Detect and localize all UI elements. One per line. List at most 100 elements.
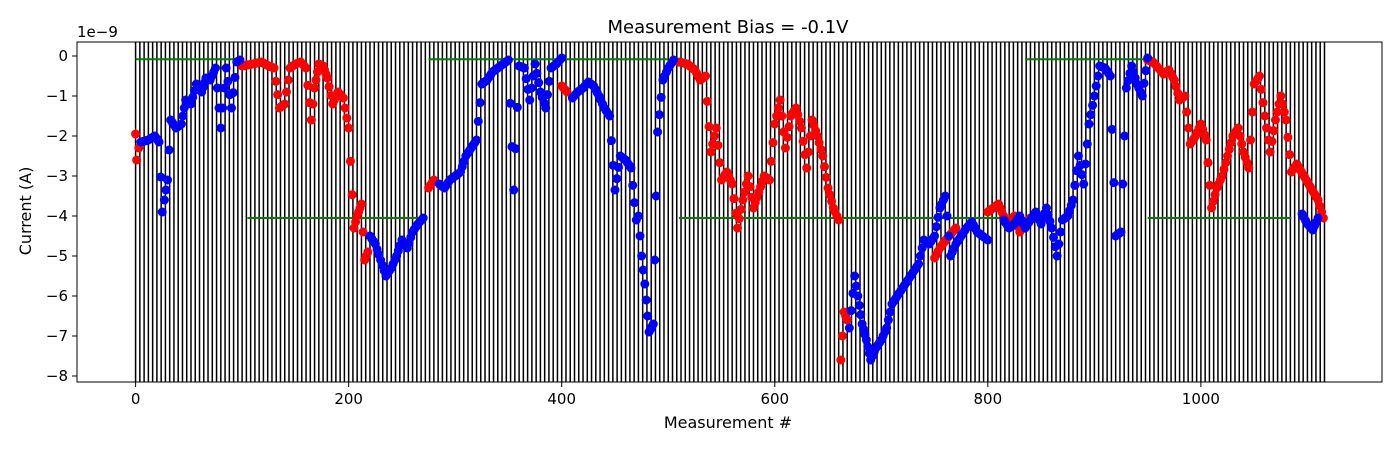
- data-point: [637, 251, 647, 261]
- data-point: [1272, 107, 1282, 117]
- data-point: [641, 295, 651, 305]
- data-point: [1256, 84, 1266, 94]
- data-point: [273, 90, 283, 100]
- data-point: [525, 95, 535, 105]
- data-point: [221, 63, 231, 73]
- data-point: [1093, 71, 1103, 81]
- data-point: [853, 291, 863, 301]
- data-point: [541, 103, 551, 113]
- data-point: [743, 171, 753, 181]
- data-point: [834, 215, 844, 225]
- data-point: [519, 63, 529, 73]
- data-point: [931, 222, 941, 232]
- data-point: [842, 315, 852, 325]
- data-point: [701, 71, 711, 81]
- data-point: [271, 76, 281, 86]
- data-point: [802, 163, 812, 173]
- data-point: [1143, 53, 1153, 63]
- data-point: [562, 87, 572, 97]
- data-point: [930, 231, 940, 241]
- data-point: [1285, 150, 1295, 160]
- data-point: [605, 111, 615, 121]
- data-point: [738, 195, 748, 205]
- data-point: [308, 99, 318, 109]
- data-point: [509, 185, 519, 195]
- data-point: [340, 103, 350, 113]
- data-point: [1070, 180, 1080, 190]
- data-point: [610, 185, 620, 195]
- data-point: [729, 194, 739, 204]
- data-point: [1088, 100, 1098, 110]
- data-point: [630, 198, 640, 208]
- data-point: [1244, 163, 1254, 173]
- data-point: [846, 306, 856, 316]
- data-point: [768, 138, 778, 148]
- data-point: [944, 231, 954, 241]
- data-point: [303, 80, 313, 90]
- data-point: [532, 68, 542, 78]
- data-point: [1091, 81, 1101, 91]
- data-point: [883, 315, 893, 325]
- data-point: [764, 175, 774, 185]
- data-point: [159, 195, 169, 205]
- data-point: [643, 311, 653, 321]
- data-point: [1270, 115, 1280, 125]
- y-axis-multiplier: 1e−9: [77, 23, 118, 41]
- data-point: [837, 331, 847, 341]
- data-point: [942, 211, 952, 221]
- data-point: [347, 190, 357, 200]
- data-point: [1118, 179, 1128, 189]
- data-point: [1262, 123, 1272, 133]
- data-point: [1080, 159, 1090, 169]
- data-point: [1079, 179, 1089, 189]
- data-point: [1052, 251, 1062, 261]
- data-point: [1105, 71, 1115, 81]
- data-point: [654, 110, 664, 120]
- data-point: [521, 74, 531, 84]
- data-point: [216, 123, 226, 133]
- data-point: [218, 103, 228, 113]
- data-point: [1183, 123, 1193, 133]
- data-point: [219, 83, 229, 93]
- data-point: [821, 172, 831, 182]
- data-point: [702, 96, 712, 106]
- data-point: [322, 73, 332, 83]
- x-tick-label: 0: [131, 390, 141, 408]
- data-point: [704, 122, 714, 132]
- data-point: [306, 115, 316, 125]
- data-point: [512, 102, 522, 112]
- data-point: [1247, 107, 1257, 117]
- data-point: [235, 55, 245, 65]
- data-point: [844, 323, 854, 333]
- data-point: [527, 83, 537, 93]
- data-point: [653, 127, 663, 137]
- data-point: [511, 144, 521, 154]
- y-axis-label: Current (A): [16, 167, 35, 256]
- data-point: [656, 92, 666, 102]
- y-tick-label: −1: [46, 87, 68, 105]
- data-point: [1073, 151, 1083, 161]
- data-point: [505, 98, 515, 108]
- data-point: [557, 53, 567, 63]
- data-point: [856, 310, 866, 320]
- data-point: [709, 131, 719, 141]
- data-point: [1121, 83, 1131, 93]
- data-point: [1258, 98, 1268, 108]
- data-point: [804, 147, 814, 157]
- data-point: [164, 145, 174, 155]
- data-point: [836, 355, 846, 365]
- data-point: [418, 213, 428, 223]
- y-tick-label: −5: [46, 247, 68, 265]
- data-point: [648, 319, 658, 329]
- data-point: [1137, 91, 1147, 101]
- y-tick-label: −3: [46, 167, 68, 185]
- data-point: [1086, 110, 1096, 120]
- data-point: [1139, 78, 1149, 88]
- chart-title: Measurement Bias = -0.1V: [607, 17, 849, 38]
- data-point: [734, 214, 744, 224]
- data-point: [161, 185, 171, 195]
- data-point: [544, 76, 554, 86]
- y-tick-label: −2: [46, 127, 68, 145]
- data-point: [628, 180, 638, 190]
- data-point: [543, 90, 553, 100]
